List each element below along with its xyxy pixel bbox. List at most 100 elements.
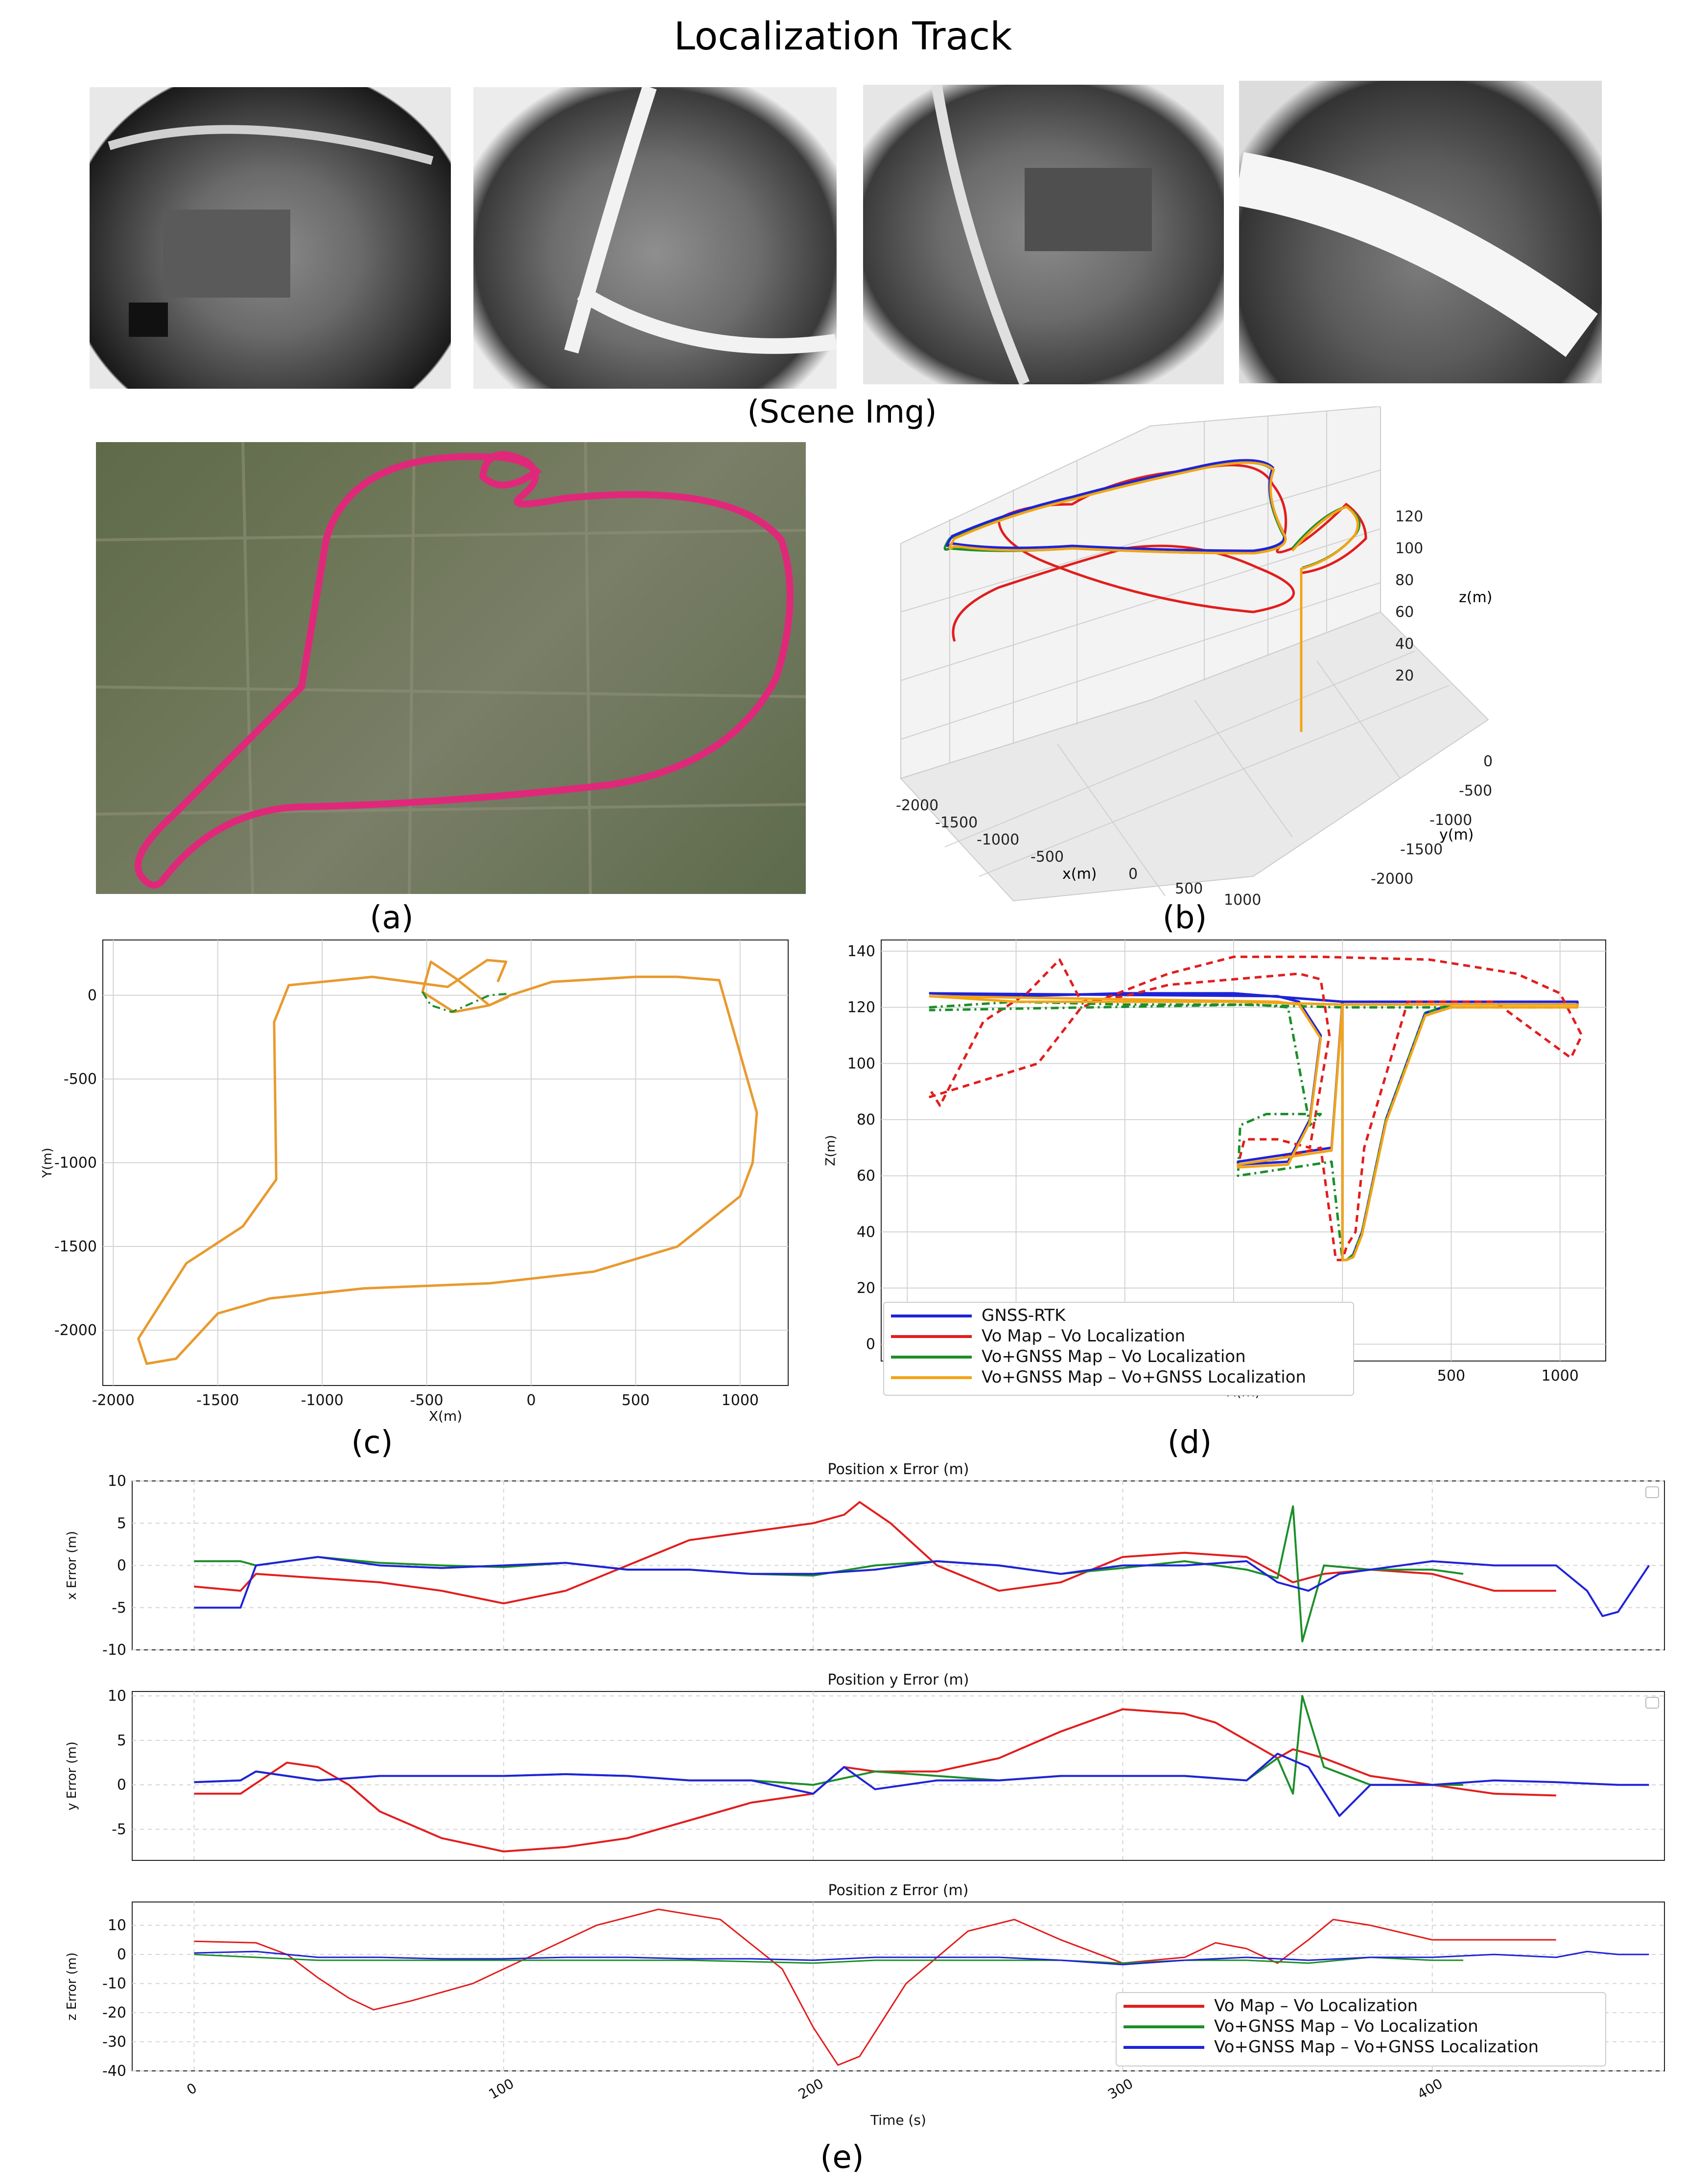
chart-3d-ytick: -2000: [1371, 870, 1413, 888]
y-tick-label: -5: [112, 1599, 126, 1617]
map-track: [135, 451, 794, 889]
y-tick-label: 5: [117, 1732, 126, 1749]
legend-box: [883, 1302, 1354, 1396]
y-tick-label: 40: [857, 1223, 875, 1241]
y-axis-label: Z(m): [823, 1135, 838, 1166]
chart-3d-xtick: 500: [1175, 880, 1203, 897]
legend-box: [1116, 1992, 1606, 2067]
series-line: [929, 995, 1579, 1262]
x-axis-label: Time (s): [870, 2112, 926, 2128]
caption-c: (c): [351, 1425, 393, 1461]
legend-box: [1645, 1697, 1659, 1709]
scene-image-2-texture: [564, 87, 837, 354]
scene-image-3-texture: [931, 85, 1152, 384]
chart-3d-ztick: 100: [1395, 540, 1423, 557]
chart-3d-ztick: 20: [1395, 667, 1414, 684]
chart-3d-ytick: 0: [1483, 753, 1493, 770]
series-line: [194, 1950, 1649, 1966]
legend-label: Vo+GNSS Map – Vo Localization: [1214, 2017, 1478, 2036]
legend-box: [1645, 1486, 1659, 1498]
chart-3d-yticks: 0 -500 -1000 -1500 -2000: [1371, 753, 1493, 888]
y-tick-label: -10: [102, 1975, 126, 1993]
caption-b: (b): [1162, 900, 1207, 936]
x-tick-label: 200: [796, 2075, 826, 2102]
series-line: [194, 1908, 1556, 2066]
chart-3d-ytick: -1500: [1400, 841, 1443, 858]
y-tick-label: -1000: [54, 1154, 97, 1172]
x-tick-label: 1000: [1541, 1367, 1578, 1385]
chart-3d-ylabel: y(m): [1439, 826, 1474, 844]
chart-3d-xtick: -1000: [977, 831, 1019, 848]
chart-3d-track-vognss-vognss: [948, 461, 1359, 732]
satellite-map: [96, 442, 806, 894]
x-tick-label: 0: [184, 2080, 200, 2098]
satellite-map-svg: [96, 442, 806, 894]
x-tick-label: -2000: [92, 1392, 135, 1409]
scene-image-4-texture: [1239, 152, 1598, 357]
series-line: [929, 955, 1583, 1262]
y-tick-label: -1500: [54, 1238, 97, 1255]
chart-x-error: 10 5 0 -5 -10 x Error (m) Position x Error (m): [65, 1461, 1665, 1659]
chart-3d-ztick: 60: [1395, 604, 1414, 621]
chart-3d-ytick: -1000: [1429, 812, 1472, 829]
y-tick-label: 100: [847, 1055, 875, 1072]
y-tick-label: -500: [64, 1071, 97, 1088]
y-tick-label: 80: [857, 1111, 875, 1128]
chart-title: Position x Error (m): [828, 1461, 969, 1478]
x-tick-label: 500: [622, 1392, 650, 1409]
chart-y-error: 10 5 0 -5 y Error (m) Position y Error (m): [65, 1672, 1665, 1861]
chart-3d-xtick: 0: [1128, 866, 1138, 883]
chart-3d-ztick: 80: [1395, 572, 1414, 589]
scene-caption: (Scene Img): [747, 394, 937, 430]
chart-3d-zlabel: z(m): [1459, 589, 1492, 606]
legend-label: Vo Map – Vo Localization: [982, 1326, 1185, 1346]
series-line: [194, 1753, 1649, 1817]
plot-frame: [132, 1691, 1665, 1861]
chart-3d-zticks: 120 100 80 60 40 20: [1395, 508, 1423, 684]
chart-3d-ztick: 120: [1395, 508, 1423, 525]
series-line: [422, 991, 511, 1013]
caption-e: (e): [820, 2139, 864, 2176]
y-tick-label: -2000: [54, 1322, 97, 1339]
chart-3d-svg: 120 100 80 60 40 20 z(m) 0 -500 -1000 -1…: [896, 405, 1493, 909]
chart-title: Position y Error (m): [828, 1672, 969, 1689]
series-line: [194, 1556, 1650, 1617]
legend-label: Vo+GNSS Map – Vo+GNSS Localization: [982, 1367, 1306, 1387]
y-tick-label: 0: [117, 1946, 126, 1963]
series-line: [137, 959, 758, 1365]
chart-3d-xtick: -1500: [935, 814, 978, 831]
y-tick-label: 120: [847, 999, 875, 1016]
caption-a: (a): [370, 900, 414, 936]
y-tick-label: -20: [102, 2004, 126, 2021]
x-tick-label: 300: [1105, 2075, 1136, 2102]
x-tick-label: 400: [1415, 2075, 1446, 2102]
y-tick-label: -40: [102, 2063, 126, 2080]
y-tick-label: 0: [88, 987, 97, 1004]
chart-3d-tracks: [943, 459, 1367, 732]
map-roads: [96, 442, 806, 894]
x-tick-label: -1500: [196, 1392, 239, 1409]
series-line: [194, 1953, 1463, 1964]
chart-3d-xlabel: x(m): [1062, 866, 1097, 883]
y-tick-label: 60: [857, 1168, 875, 1185]
y-tick-label: 10: [108, 1688, 126, 1705]
y-tick-label: 5: [117, 1515, 126, 1532]
y-tick-label: 0: [117, 1557, 126, 1574]
legend-label: Vo+GNSS Map – Vo Localization: [982, 1347, 1246, 1366]
chart-xz: -2000-1500-1000-500050010000204060801001…: [823, 939, 1606, 1400]
x-tick-label: 100: [486, 2075, 517, 2102]
chart-3d-ytick: -500: [1459, 782, 1492, 799]
scene-image-1-texture: [108, 125, 434, 337]
chart-3d-xtick: -2000: [896, 797, 938, 814]
chart-3d-grid: [900, 411, 1450, 896]
y-axis-label: x Error (m): [65, 1531, 79, 1600]
legend-label: GNSS-RTK: [982, 1306, 1066, 1325]
chart-3d-ztick: 40: [1395, 635, 1414, 653]
x-tick-label: -1000: [301, 1392, 344, 1409]
series-line: [194, 1501, 1556, 1605]
chart-title: Position z Error (m): [828, 1882, 969, 1899]
figure-title: Localization Track: [674, 15, 1012, 59]
y-tick-label: 0: [117, 1777, 126, 1794]
chart-3d-xtick: -500: [1030, 848, 1064, 866]
